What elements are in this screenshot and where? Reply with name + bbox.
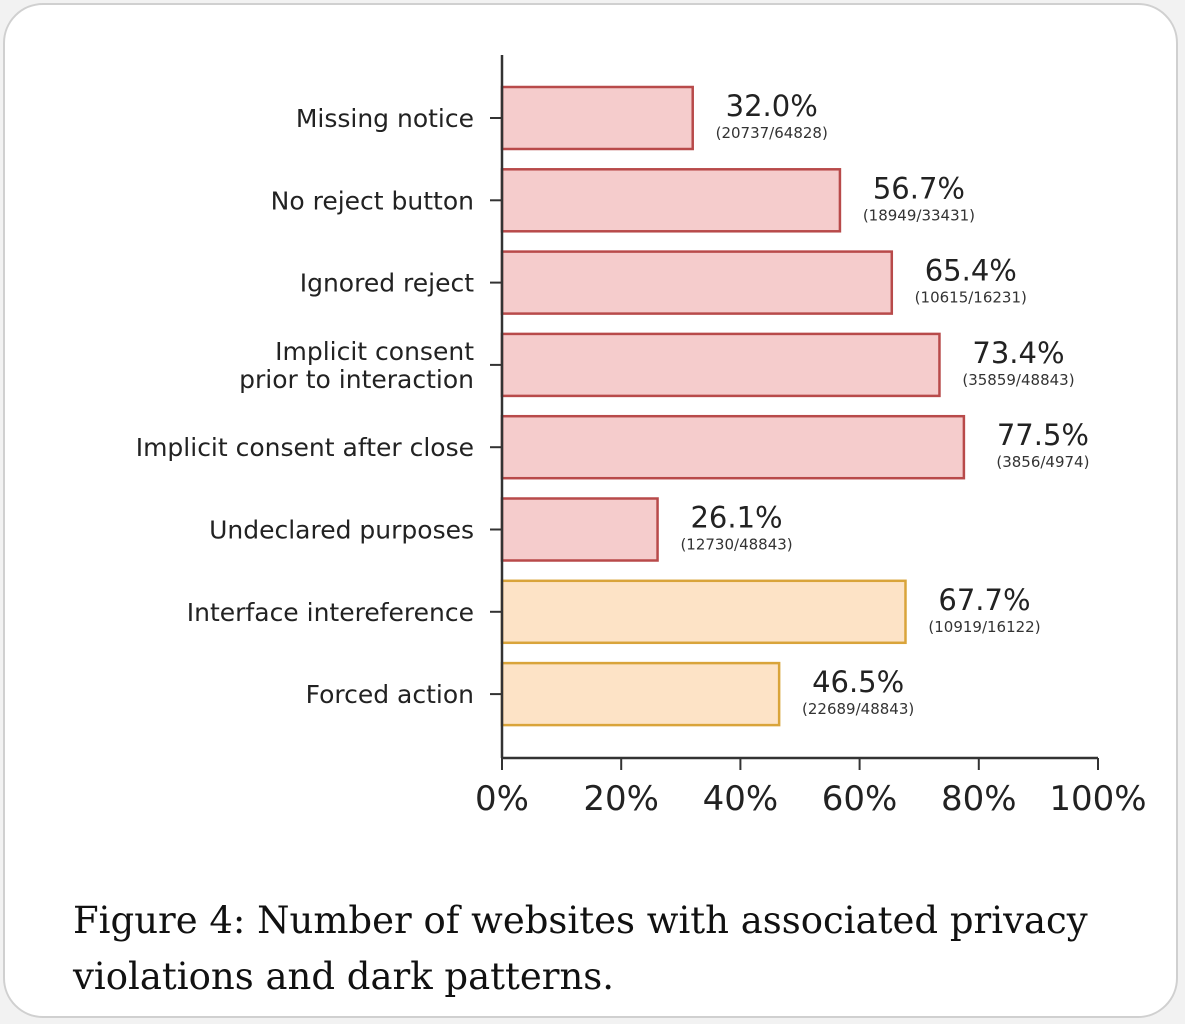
count-label: (22689/48843) [802, 700, 914, 718]
value-label: 46.5% [812, 665, 904, 699]
bar [500, 579, 907, 645]
count-label: (18949/33431) [863, 206, 975, 224]
count-label: (10919/16122) [928, 618, 1040, 636]
category-label: Ignored reject [300, 269, 474, 298]
category-label: No reject button [271, 186, 474, 215]
bar [500, 497, 659, 562]
count-label: (12730/48843) [680, 536, 792, 554]
figure-card: Missing notice 32.0% (20737/64828) No rejec… [3, 3, 1178, 1018]
category-label: Missing notice [296, 104, 474, 133]
bar [500, 661, 781, 727]
bar [500, 85, 694, 151]
category-label: Forced action [306, 680, 474, 709]
x-tick-label: 20% [583, 779, 659, 819]
count-label: (10615/16231) [915, 289, 1027, 307]
value-label: 26.1% [690, 501, 782, 535]
bar [500, 332, 941, 398]
value-label: 77.5% [997, 418, 1089, 452]
value-label: 56.7% [873, 171, 965, 205]
value-label: 32.0% [726, 89, 818, 123]
x-tick-label: 40% [703, 779, 779, 819]
bar [500, 168, 842, 233]
figure-caption: Figure 4: Number of websites with associ… [73, 899, 1088, 998]
value-label: 67.7% [938, 583, 1030, 617]
count-label: (3856/4974) [996, 453, 1089, 471]
bar-chart: Missing notice 32.0%(20737/64828) No rejec… [136, 55, 1147, 819]
x-tick-label: 100% [1049, 779, 1146, 819]
value-label: 65.4% [925, 254, 1017, 288]
x-tick-label: 0% [475, 779, 529, 819]
x-tick-label: 80% [941, 779, 1017, 819]
value-label: 73.4% [972, 336, 1064, 370]
bar [500, 250, 894, 315]
x-tick-label: 60% [822, 779, 898, 819]
bars-layer [500, 85, 966, 727]
category-label: Implicit consent after close [136, 433, 474, 462]
category-label: Implicit consent prior to interaction [239, 337, 474, 394]
bar [500, 414, 966, 480]
count-label: (20737/64828) [716, 124, 828, 142]
category-label: Interface intereference [187, 598, 474, 627]
count-label: (35859/48843) [962, 371, 1074, 389]
labels-layer: Missing notice 32.0%(20737/64828) No rejec… [136, 89, 1090, 718]
category-label: Undeclared purposes [209, 516, 474, 545]
axes-layer: 0% 20% 40% 60% 80% 100% [475, 55, 1147, 819]
